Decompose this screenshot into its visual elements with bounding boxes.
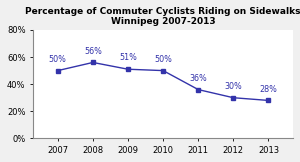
Text: 28%: 28% <box>260 85 278 94</box>
Title: Percentage of Commuter Cyclists Riding on Sidewalks
Winnipeg 2007-2013: Percentage of Commuter Cyclists Riding o… <box>26 7 300 26</box>
Text: 51%: 51% <box>119 53 137 63</box>
Text: 50%: 50% <box>49 55 67 64</box>
Text: 56%: 56% <box>84 47 102 56</box>
Text: 30%: 30% <box>224 82 242 91</box>
Text: 50%: 50% <box>154 55 172 64</box>
Text: 36%: 36% <box>189 74 207 83</box>
